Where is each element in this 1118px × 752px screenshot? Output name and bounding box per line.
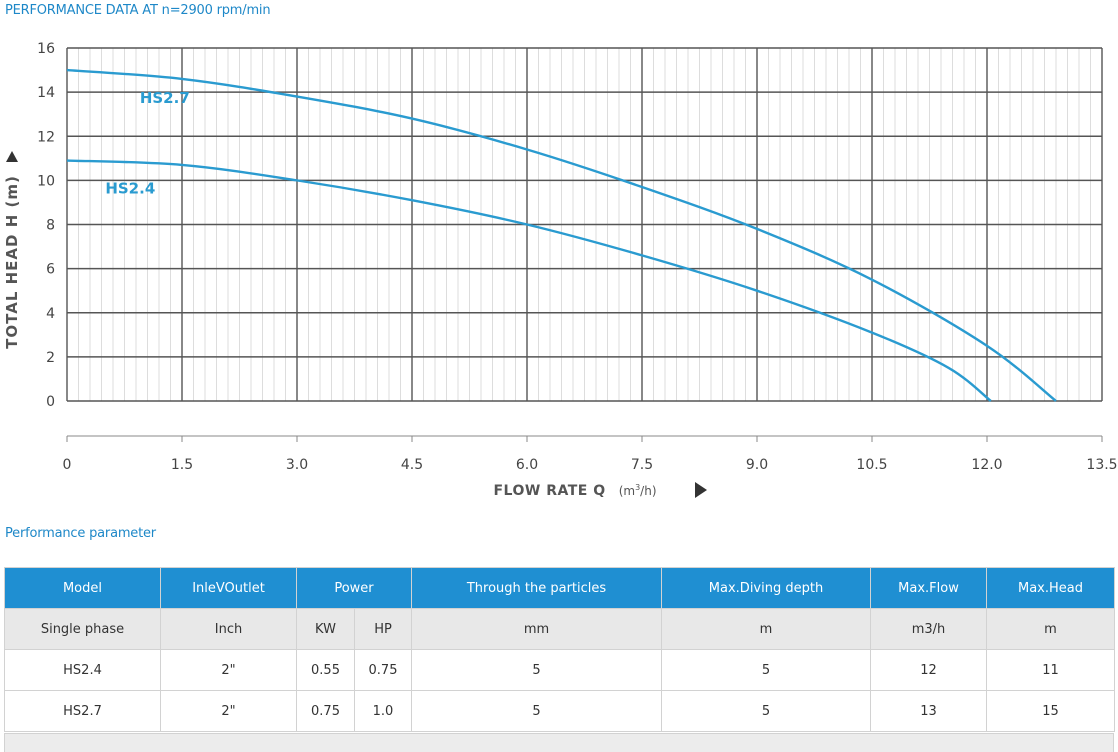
y-tick-label: 14 [37,85,55,101]
unit-cell: m3/h [870,608,987,650]
header-diving-depth: Max.Diving depth [661,567,871,609]
x-axis-unit-tail: /h) [640,484,656,498]
table-cell: 13 [870,690,987,732]
y-axis-label: TOTAL HEAD H (m) [3,175,21,349]
performance-title: PERFORMANCE DATA AT n=2900 rpm/min [5,3,271,18]
unit-cell: KW [296,608,355,650]
x-axis-label-group: FLOW RATE Q (m3/h) [493,480,656,499]
x-tick-label: 0 [63,457,72,473]
table-cell: 5 [661,649,871,691]
table-cell: 0.75 [354,649,412,691]
major-grid [66,47,1103,402]
y-tick-label: 0 [46,394,55,410]
table-units-row: Single phase Inch KW HP mm m m3/h m [4,608,1115,650]
table-cell: 5 [411,649,662,691]
table-cell: 2" [160,649,297,691]
y-tick-labels: 0 2 4 6 8 10 12 14 16 [37,41,55,410]
header-particles: Through the particles [411,567,662,609]
series-layer: HS2.7 HS2.4 [66,68,1057,402]
table-footer [4,733,1114,752]
unit-cell: Inch [160,608,297,650]
x-tick-label: 7.5 [631,457,653,473]
table-cell: 12 [870,649,987,691]
table-cell: 1.0 [354,690,412,732]
table-cell: HS2.4 [4,649,161,691]
unit-cell: m [661,608,871,650]
x-tick-label: 3.0 [286,457,308,473]
header-inlet-outlet: InleVOutlet [160,567,297,609]
series-label: HS2.7 [140,89,190,107]
x-tick-labels: 0 1.5 3.0 4.5 6.0 7.5 9.0 10.5 12.0 13.5 [63,457,1118,473]
x-axis [66,435,1103,442]
x-tick-label: 1.5 [171,457,193,473]
table-cell: 11 [986,649,1115,691]
x-axis-unit: (m [619,484,635,498]
y-tick-label: 2 [46,350,55,366]
header-max-flow: Max.Flow [870,567,987,609]
y-tick-label: 4 [46,306,55,322]
table-header-row: Model InleVOutlet Power Through the part… [4,567,1115,609]
table-cell: HS2.7 [4,690,161,732]
table-row: HS2.7 2" 0.75 1.0 5 5 13 15 [4,690,1115,732]
table-cell: 5 [411,690,662,732]
table-row: HS2.4 2" 0.55 0.75 5 5 12 11 [4,649,1115,691]
header-power: Power [296,567,412,609]
x-tick-label: 4.5 [401,457,423,473]
x-axis-unit-sup: 3 [635,483,640,492]
params-title: Performance parameter [5,526,156,541]
table-cell: 5 [661,690,871,732]
table-cell: 15 [986,690,1115,732]
series-line-hs2-7 [66,68,1057,402]
series-line-hs2-4 [66,159,992,402]
unit-cell: m [986,608,1115,650]
table-cell: 0.55 [296,649,355,691]
x-tick-label: 9.0 [746,457,768,473]
unit-cell: HP [354,608,412,650]
x-tick-label: 13.5 [1086,457,1117,473]
x-tick-label: 10.5 [856,457,887,473]
x-tick-label: 6.0 [516,457,538,473]
y-tick-label: 12 [37,129,55,145]
unit-cell: mm [411,608,662,650]
x-axis-label: FLOW RATE Q [493,483,605,499]
y-axis-arrow-icon [6,151,18,162]
header-model: Model [4,567,161,609]
y-tick-label: 10 [37,173,55,189]
x-tick-label: 12.0 [971,457,1002,473]
table-cell: 0.75 [296,690,355,732]
params-table: Model InleVOutlet Power Through the part… [4,567,1115,732]
y-tick-label: 6 [46,262,55,278]
y-tick-label: 8 [46,218,55,234]
unit-cell: Single phase [4,608,161,650]
header-max-head: Max.Head [986,567,1115,609]
table-cell: 2" [160,690,297,732]
y-tick-label: 16 [37,41,55,57]
x-axis-arrow-icon [695,482,707,498]
performance-chart: 0 2 4 6 8 10 12 14 16 0 1.5 3.0 4.5 6.0 7.5 9.0 10.5 12.… [3,41,1118,499]
series-label: HS2.4 [105,180,155,198]
